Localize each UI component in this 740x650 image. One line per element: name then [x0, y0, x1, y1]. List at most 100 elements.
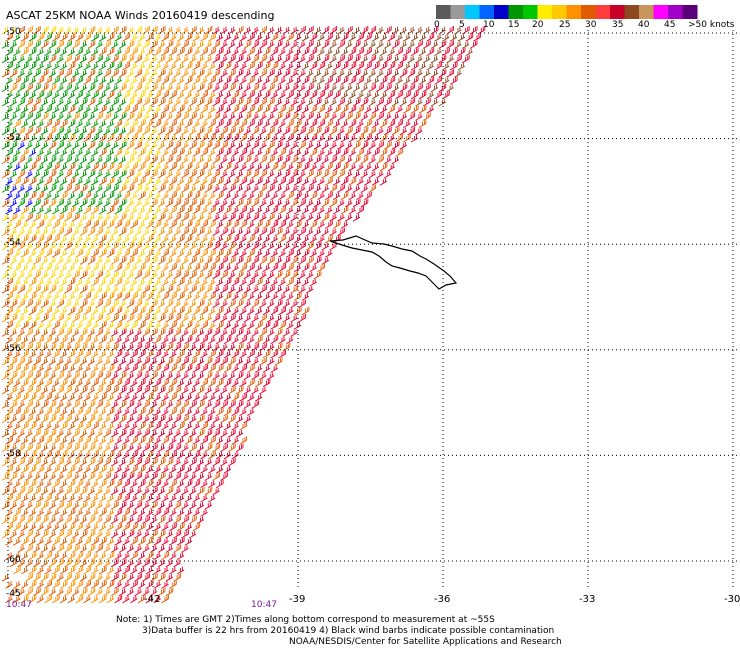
wind-barb [142, 443, 150, 452]
wind-barb [122, 336, 130, 344]
wind-barb [52, 537, 60, 546]
wind-barb [212, 386, 220, 395]
wind-barb [321, 112, 330, 121]
wind-barb [95, 502, 103, 510]
wind-barb [36, 90, 45, 100]
wind-barb [184, 436, 193, 445]
wind-barb [364, 91, 372, 100]
wind-barb [25, 257, 33, 265]
wind-barb [368, 41, 376, 49]
wind-barb [20, 134, 29, 143]
wind-barb [371, 163, 380, 172]
wind-barb [165, 328, 174, 337]
wind-barb [28, 566, 37, 575]
wind-barb [91, 278, 99, 287]
wind-barb [44, 580, 52, 589]
wind-barb [134, 472, 143, 481]
wind-barb [368, 142, 376, 150]
wind-barb [360, 141, 369, 150]
wind-barb [59, 350, 68, 359]
wind-barb [399, 142, 408, 150]
wind-barb [415, 83, 423, 92]
wind-barb [305, 142, 314, 150]
wind-barb [231, 322, 239, 330]
wind-barb [20, 336, 29, 344]
wind-barb [9, 530, 18, 539]
wind-barb [235, 270, 244, 280]
wind-barb [270, 306, 279, 316]
wind-barb [227, 69, 236, 78]
wind-barb [110, 270, 119, 280]
wind-barb [17, 530, 25, 539]
wind-barb [235, 228, 244, 236]
wind-barb [422, 70, 431, 78]
wind-barb [208, 408, 216, 416]
wind-barb [17, 214, 25, 222]
wind-barb [188, 487, 197, 496]
wind-barb [25, 26, 33, 35]
wind-barb [122, 378, 130, 388]
wind-barb [95, 328, 104, 337]
wind-barb [20, 76, 29, 85]
wind-barb [192, 148, 201, 157]
wind-barb [317, 77, 325, 85]
wind-barb [36, 322, 44, 330]
wind-barb [212, 242, 221, 251]
wind-barb [208, 450, 216, 460]
wind-barb [110, 126, 119, 136]
wind-barb [181, 458, 189, 467]
wind-barb [368, 156, 376, 164]
wind-barb [442, 34, 450, 42]
wind-barb [259, 69, 267, 78]
wind-barb [188, 156, 197, 164]
wind-barb [340, 105, 349, 114]
wind-barb [98, 479, 107, 488]
wind-barb [332, 134, 341, 143]
wind-barb [196, 314, 205, 323]
wind-barb [20, 523, 29, 532]
wind-barb [126, 458, 135, 467]
wind-barb [75, 479, 84, 488]
wind-barb [231, 220, 240, 229]
wind-barb [17, 559, 25, 568]
wind-barb [395, 34, 403, 42]
wind-barb [114, 263, 123, 272]
wind-barb [383, 156, 392, 164]
scale-swatch [639, 5, 654, 19]
wind-barb [28, 206, 37, 215]
wind-barb [274, 55, 283, 64]
wind-barb [106, 595, 115, 604]
wind-barb [208, 378, 216, 388]
wind-barb [247, 221, 255, 229]
wind-barb [223, 451, 232, 460]
wind-barb [83, 523, 91, 532]
wind-barb [157, 98, 166, 107]
wind-barb [91, 162, 99, 172]
wind-barb [59, 62, 68, 71]
wind-barb [157, 386, 166, 395]
wind-barb [181, 127, 189, 136]
wind-barb [274, 357, 283, 366]
wind-barb [87, 371, 96, 380]
wind-barb [52, 336, 60, 344]
wind-barb [235, 415, 244, 424]
wind-barb [254, 378, 263, 388]
wind-barb [17, 502, 25, 510]
wind-barb [317, 178, 325, 186]
wind-barb [332, 34, 341, 42]
wind-barb [212, 199, 220, 208]
wind-barb [48, 558, 57, 568]
wind-barb [149, 26, 158, 35]
wind-barb [25, 458, 33, 467]
wind-barb [79, 386, 88, 395]
wind-barb [83, 33, 91, 42]
wind-barb [52, 552, 60, 560]
wind-barb [122, 220, 130, 229]
wind-barb [142, 40, 150, 49]
wind-barb [28, 437, 37, 445]
wind-barb [364, 62, 372, 71]
wind-barb [301, 293, 310, 301]
wind-barb [40, 314, 49, 323]
wind-barb [40, 371, 49, 380]
wind-barb [91, 249, 99, 258]
